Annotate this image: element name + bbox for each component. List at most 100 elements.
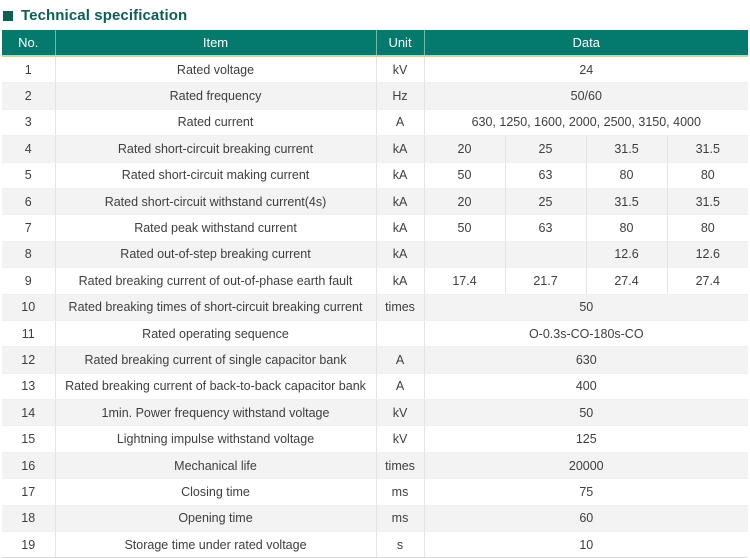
data-cell: 20000 <box>423 452 749 480</box>
data-cell: 63 <box>504 214 586 242</box>
item-cell: Rated frequency <box>54 82 376 110</box>
item-cell: Lightning impulse withstand voltage <box>54 425 376 453</box>
unit-cell: A <box>375 373 424 401</box>
spec-table-header: No. Item Unit Data <box>2 30 749 57</box>
row-number-cell: 1 <box>2 56 55 84</box>
table-row: 11 Rated operating sequence O-0.3s-CO-180s… <box>2 320 749 348</box>
row-number-cell: 16 <box>2 452 55 480</box>
unit-cell: ms <box>375 478 424 506</box>
data-cell: O-0.3s-CO-180s-CO <box>423 320 749 348</box>
data-cell: 20 <box>423 135 505 163</box>
unit-cell: kV <box>375 399 424 427</box>
item-cell: Rated breaking current of single capacit… <box>54 346 376 374</box>
item-cell: Mechanical life <box>54 452 376 480</box>
data-cell: 31.5 <box>585 135 667 163</box>
data-cell: 10 <box>423 531 749 558</box>
item-cell: Rated breaking current of back-to-back c… <box>54 373 376 401</box>
data-cell: 400 <box>423 373 749 401</box>
unit-cell: A <box>375 346 424 374</box>
data-cell: 80 <box>585 214 667 242</box>
data-cell <box>504 241 586 269</box>
item-cell: Opening time <box>54 505 376 533</box>
table-row: 12 Rated breaking current of single capac… <box>2 346 749 374</box>
table-row: 18 Opening time ms 60 <box>2 505 749 533</box>
unit-cell: times <box>375 294 424 321</box>
table-row: 9 Rated breaking current of out-of-phase … <box>2 267 749 295</box>
data-cell: 25 <box>504 188 586 216</box>
data-cell: 50 <box>423 294 749 321</box>
table-row: 13 Rated breaking current of back-to-back… <box>2 373 749 401</box>
item-cell: Rated peak withstand current <box>54 214 376 242</box>
unit-cell: kV <box>375 56 424 84</box>
item-cell: Rated current <box>54 109 376 137</box>
row-number-cell: 12 <box>2 346 55 374</box>
row-number-cell: 7 <box>2 214 55 242</box>
spec-table: No. Item Unit Data 1 Rated voltage kV 24 2 Ra… <box>2 30 749 558</box>
row-number-cell: 14 <box>2 399 55 427</box>
data-cell: 63 <box>504 162 586 189</box>
table-row: 19 Storage time under rated voltage s 10 <box>2 531 749 558</box>
data-cell: 31.5 <box>666 188 749 216</box>
column-header-item: Item <box>54 30 376 57</box>
item-cell: Storage time under rated voltage <box>54 531 376 558</box>
item-cell: Rated short-circuit withstand current(4s… <box>54 188 376 216</box>
spec-table-body: 1 Rated voltage kV 24 2 Rated frequency Hz 50/6… <box>2 56 749 558</box>
data-cell: 31.5 <box>585 188 667 216</box>
row-number-cell: 11 <box>2 320 55 348</box>
unit-cell: ms <box>375 505 424 533</box>
column-header-data: Data <box>423 30 749 57</box>
row-number-cell: 19 <box>2 531 55 558</box>
item-cell: 1min. Power frequency withstand voltage <box>54 399 376 427</box>
row-number-cell: 6 <box>2 188 55 216</box>
data-cell: 21.7 <box>504 267 586 295</box>
header-row: No. Item Unit Data <box>2 30 749 57</box>
table-row: 15 Lightning impulse withstand voltage kV 1… <box>2 425 749 453</box>
data-cell: 25 <box>504 135 586 163</box>
table-row: 10 Rated breaking times of short-circuit … <box>2 294 749 321</box>
table-row: 6 Rated short-circuit withstand current(4… <box>2 188 749 216</box>
page-title: Technical specification <box>21 7 188 24</box>
data-cell: 50 <box>423 399 749 427</box>
unit-cell: A <box>375 109 424 137</box>
item-cell: Rated short-circuit making current <box>54 162 376 189</box>
item-cell: Rated breaking current of out-of-phase e… <box>54 267 376 295</box>
row-number-cell: 5 <box>2 162 55 189</box>
row-number-cell: 4 <box>2 135 55 163</box>
table-row: 2 Rated frequency Hz 50/60 <box>2 82 749 110</box>
unit-cell: kV <box>375 425 424 453</box>
data-cell: 80 <box>666 162 749 189</box>
item-cell: Closing time <box>54 478 376 506</box>
data-cell: 24 <box>423 56 749 84</box>
unit-cell: times <box>375 452 424 480</box>
row-number-cell: 2 <box>2 82 55 110</box>
row-number-cell: 3 <box>2 109 55 137</box>
unit-cell: kA <box>375 162 424 189</box>
data-cell: 12.6 <box>585 241 667 269</box>
data-cell: 60 <box>423 505 749 533</box>
item-cell: Rated operating sequence <box>54 320 376 348</box>
item-cell: Rated breaking times of short-circuit br… <box>54 294 376 321</box>
section-title: Technical specification <box>0 0 750 26</box>
row-number-cell: 18 <box>2 505 55 533</box>
unit-cell <box>375 320 424 348</box>
column-header-no: No. <box>2 30 55 57</box>
data-cell: 630, 1250, 1600, 2000, 2500, 3150, 4000 <box>423 109 749 137</box>
data-cell: 17.4 <box>423 267 505 295</box>
data-cell: 20 <box>423 188 505 216</box>
table-row: 1 Rated voltage kV 24 <box>2 56 749 84</box>
data-cell: 630 <box>423 346 749 374</box>
table-row: 3 Rated current A 630, 1250, 1600, 2000, 25… <box>2 109 749 137</box>
unit-cell: kA <box>375 241 424 269</box>
row-number-cell: 13 <box>2 373 55 401</box>
data-cell: 80 <box>666 214 749 242</box>
row-number-cell: 9 <box>2 267 55 295</box>
data-cell: 80 <box>585 162 667 189</box>
data-cell: 125 <box>423 425 749 453</box>
unit-cell: kA <box>375 214 424 242</box>
unit-cell: kA <box>375 135 424 163</box>
table-row: 14 1min. Power frequency withstand voltag… <box>2 399 749 427</box>
item-cell: Rated short-circuit breaking current <box>54 135 376 163</box>
column-header-unit: Unit <box>375 30 424 57</box>
row-number-cell: 8 <box>2 241 55 269</box>
